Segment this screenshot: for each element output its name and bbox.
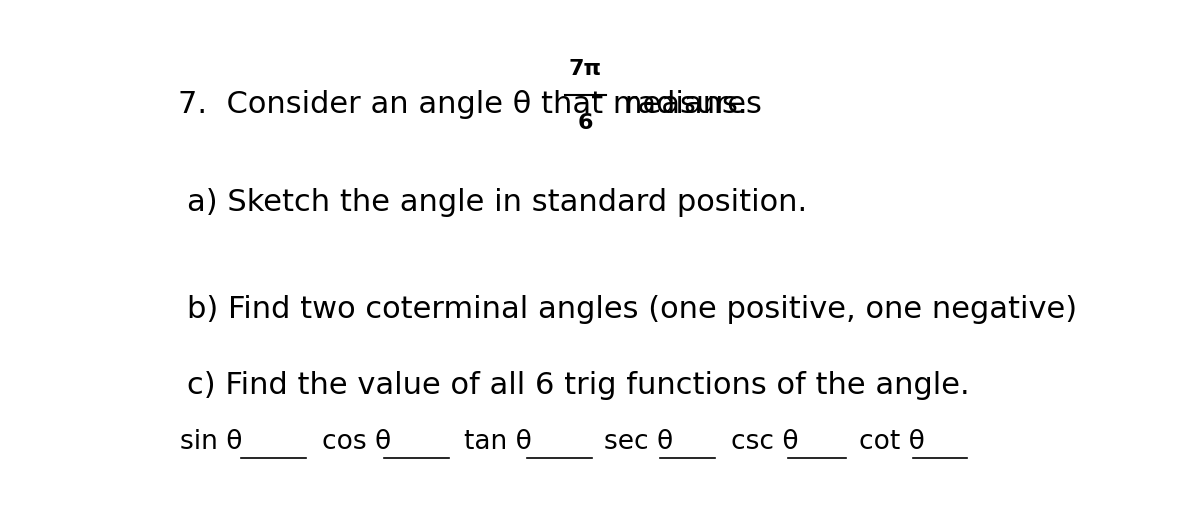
Text: c) Find the value of all 6 trig functions of the angle.: c) Find the value of all 6 trig function…	[187, 371, 970, 400]
Text: radians.: radians.	[616, 90, 748, 119]
Text: b) Find two coterminal angles (one positive, one negative): b) Find two coterminal angles (one posit…	[187, 295, 1078, 324]
Text: 7.  Consider an angle θ that measures: 7. Consider an angle θ that measures	[178, 90, 772, 119]
Text: a) Sketch the angle in standard position.: a) Sketch the angle in standard position…	[187, 189, 808, 217]
Text: 6: 6	[577, 113, 593, 133]
Text: cos θ: cos θ	[322, 429, 391, 455]
Text: cot θ: cot θ	[859, 429, 924, 455]
Text: tan θ: tan θ	[464, 429, 533, 455]
Text: sin θ: sin θ	[180, 429, 242, 455]
Text: csc θ: csc θ	[731, 429, 799, 455]
Text: 7π: 7π	[569, 58, 602, 79]
Text: sec θ: sec θ	[604, 429, 673, 455]
